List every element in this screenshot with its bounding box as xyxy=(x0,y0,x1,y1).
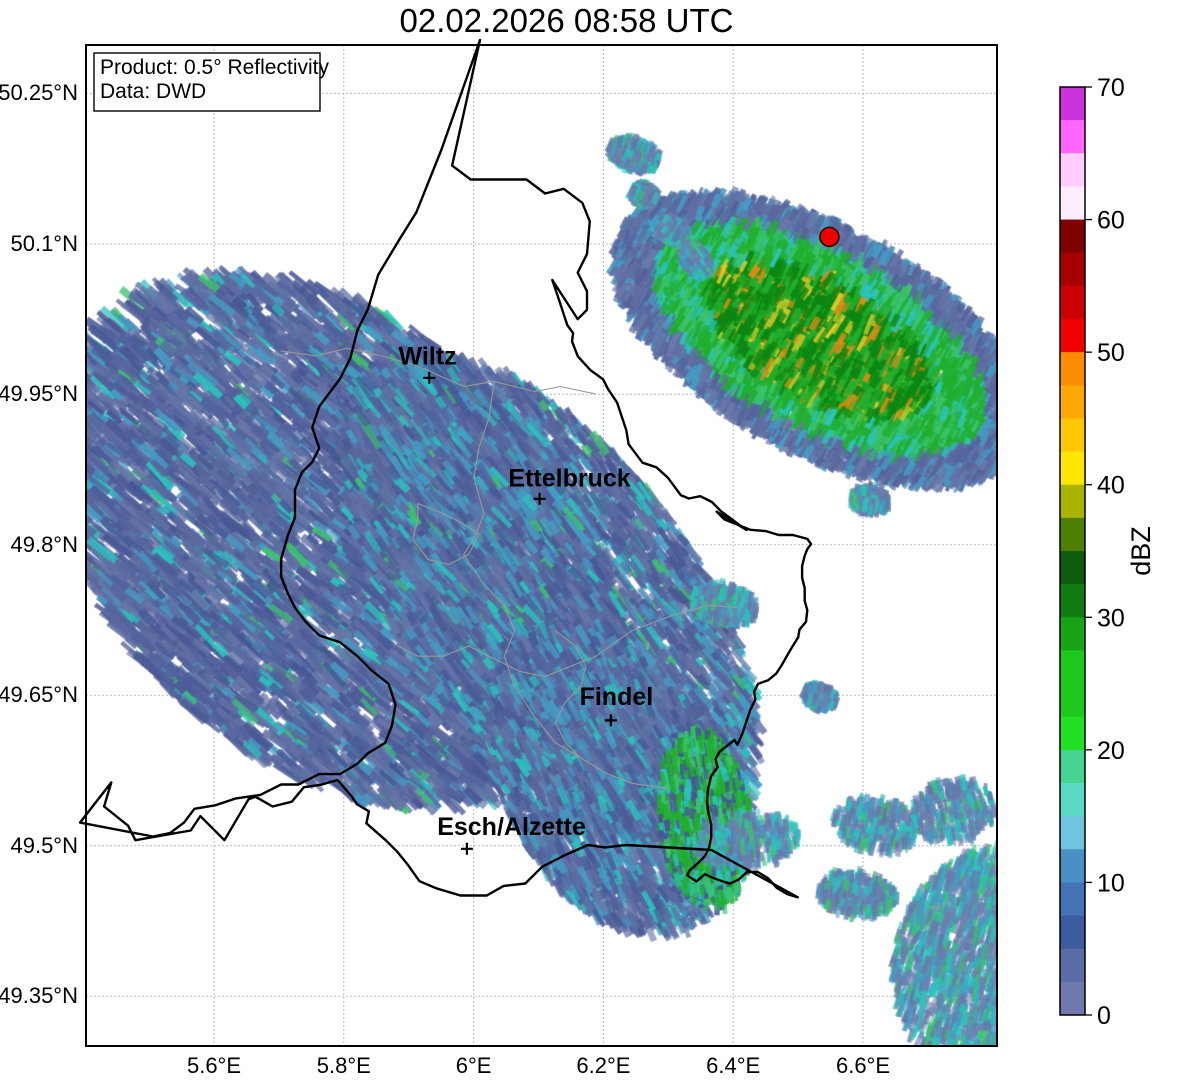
svg-text:Esch/Alzette: Esch/Alzette xyxy=(437,813,586,841)
svg-text:20: 20 xyxy=(1097,737,1125,765)
svg-text:6.4°E: 6.4°E xyxy=(706,1053,760,1078)
svg-text:5.8°E: 5.8°E xyxy=(317,1053,371,1078)
svg-text:Findel: Findel xyxy=(580,683,654,711)
svg-text:60: 60 xyxy=(1097,207,1125,235)
svg-text:10: 10 xyxy=(1097,869,1125,897)
svg-text:dBZ: dBZ xyxy=(1126,526,1156,576)
svg-text:5.6°E: 5.6°E xyxy=(187,1053,241,1078)
svg-text:Ettelbruck: Ettelbruck xyxy=(508,465,630,493)
svg-text:50.25°N: 50.25°N xyxy=(0,80,78,105)
svg-text:49.35°N: 49.35°N xyxy=(0,983,78,1008)
svg-text:6.2°E: 6.2°E xyxy=(576,1053,630,1078)
svg-text:Product: 0.5° Reflectivity: Product: 0.5° Reflectivity xyxy=(100,56,329,79)
svg-text:0: 0 xyxy=(1097,1002,1111,1030)
svg-text:30: 30 xyxy=(1097,604,1125,632)
svg-text:Data: DWD: Data: DWD xyxy=(100,80,206,103)
svg-text:49.65°N: 49.65°N xyxy=(0,682,78,707)
svg-text:6.6°E: 6.6°E xyxy=(836,1053,890,1078)
svg-text:49.95°N: 49.95°N xyxy=(0,381,78,406)
svg-text:49.5°N: 49.5°N xyxy=(10,833,78,858)
svg-text:50: 50 xyxy=(1097,339,1125,367)
svg-text:6°E: 6°E xyxy=(456,1053,492,1078)
svg-text:70: 70 xyxy=(1097,74,1125,102)
svg-text:Wiltz: Wiltz xyxy=(399,343,457,371)
svg-text:40: 40 xyxy=(1097,472,1125,500)
svg-text:49.8°N: 49.8°N xyxy=(10,532,78,557)
svg-text:50.1°N: 50.1°N xyxy=(10,231,78,256)
